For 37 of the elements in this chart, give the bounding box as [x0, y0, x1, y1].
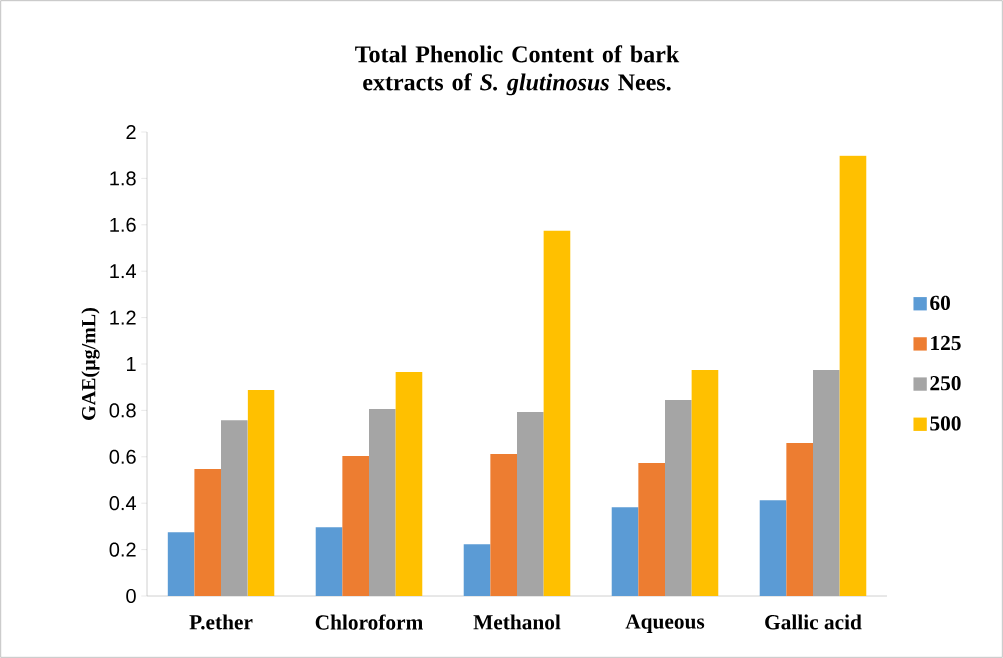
y-tick-label: 2: [126, 125, 136, 139]
bar: [490, 454, 517, 596]
bar: [463, 544, 491, 596]
y-tick-label: 1.2: [110, 310, 136, 325]
bar: [342, 456, 369, 596]
bar: [247, 389, 275, 596]
bar: [194, 469, 221, 596]
y-tick-label: 0.4: [109, 496, 137, 511]
y-tick-label: 1.6: [110, 217, 136, 232]
legend-label: 500: [930, 416, 961, 431]
legend-label: 250: [930, 375, 961, 391]
chart-title: Total Phenolic Content of bark extracts of S. glutinosus Nees.: [355, 45, 680, 96]
y-tick-label: 1.8: [110, 171, 136, 186]
x-tick-label: Gallic acid: [765, 614, 862, 630]
y-tick-label: 1: [127, 357, 136, 371]
x-tick-label: Aqueous: [625, 614, 705, 634]
y-tick-label: 0.6: [109, 449, 136, 464]
bar: [638, 463, 665, 596]
bar: [786, 443, 813, 596]
bar: [839, 155, 867, 596]
bar: [543, 230, 571, 596]
y-tick-label: 0: [126, 588, 136, 604]
x-tick-label: Chloroform: [315, 614, 423, 630]
bar: [167, 532, 195, 596]
y-tick-label: 1.4: [110, 264, 137, 279]
y-tick-label: 0.2: [109, 542, 136, 557]
legend-label: 125: [931, 335, 961, 351]
y-tick-label: 0.8: [109, 403, 136, 418]
x-tick-label: P.ether: [189, 614, 253, 630]
bar: [395, 372, 423, 596]
bar: [611, 507, 639, 596]
bar: [691, 370, 719, 596]
y-axis-title: GAE(µg/mL): [81, 308, 100, 420]
bar: [315, 527, 343, 596]
bar: [759, 500, 787, 596]
x-tick-label: Methanol: [473, 614, 561, 630]
legend-label: 60: [930, 295, 950, 311]
